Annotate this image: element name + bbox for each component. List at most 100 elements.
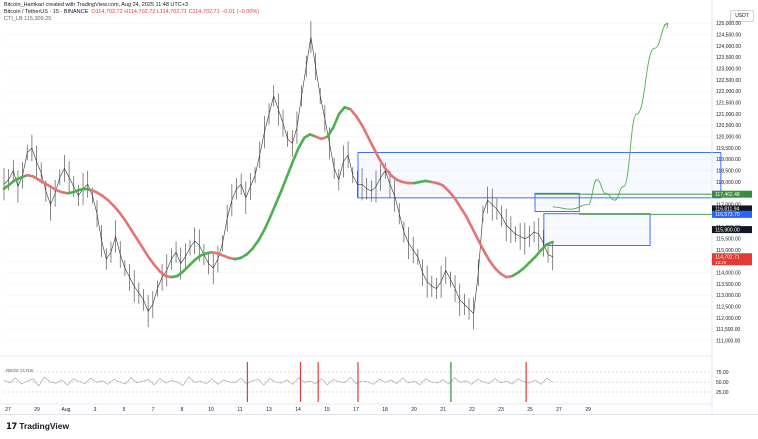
x-tick-label: 18 <box>382 407 388 413</box>
y-tick-label: 119,000.00 <box>716 157 741 163</box>
x-tick-label: 7 <box>152 407 155 413</box>
smooth-indicator <box>2 105 555 279</box>
y-tick-label: 115,000.00 <box>716 248 741 254</box>
indicator-segment <box>337 105 347 116</box>
indicator-segment <box>256 229 266 243</box>
horizontal-lines <box>535 193 712 215</box>
indicator-segment <box>331 112 341 129</box>
indicator-segment <box>372 146 381 161</box>
indicator-segment <box>147 255 156 267</box>
indicator-segment <box>355 114 364 127</box>
indicator-segment <box>482 248 491 262</box>
x-tick-label: Aug <box>62 407 71 413</box>
indicator-segment <box>534 248 543 259</box>
y-tick-label: 120,000.00 <box>716 134 741 140</box>
brand-label: TradingView <box>19 421 70 431</box>
y-tick-label: 122,000.00 <box>716 89 741 95</box>
author-line: Bitcoin_Hamkari created with TradingView… <box>4 2 188 8</box>
rsi-label: RB/20 14 RSI <box>6 368 34 373</box>
x-tick-label: 20 <box>411 407 417 413</box>
y-tick-label: 111,000.00 <box>716 338 741 344</box>
indicator-segment <box>274 189 283 206</box>
indicator-segment <box>458 205 468 218</box>
indicator-segment <box>360 124 370 138</box>
indicator-segment <box>112 204 121 214</box>
indicator-segment <box>487 258 497 270</box>
y-tick-label: 111,500.00 <box>716 327 741 333</box>
indicator-segment <box>123 219 133 231</box>
indicator-segment <box>447 189 456 200</box>
y-tick-label: 112,000.00 <box>716 316 741 322</box>
currency-badge[interactable]: USDT <box>730 10 754 22</box>
price-tag-label: 115,900.00 <box>715 227 740 233</box>
price-series <box>3 20 554 330</box>
projection-path <box>552 22 669 210</box>
indicator-segment <box>441 184 451 193</box>
indicator-segment <box>291 146 300 163</box>
x-tick-label: 29 <box>34 407 40 413</box>
indicator-segment <box>349 108 358 118</box>
price-tag-label: 114,702.71 <box>715 255 740 261</box>
rsi-pane: RB/20 14 RSI 75.00 50.00 25.00 <box>0 355 729 402</box>
zone-box <box>534 192 580 212</box>
arrow-head-icon <box>663 22 669 29</box>
rsi-tick-label: 25.00 <box>716 390 729 396</box>
x-tick-label: 8 <box>181 407 184 413</box>
indicator-segment <box>187 258 196 268</box>
x-tick-label: 22 <box>469 407 475 413</box>
indicator-segment <box>383 167 393 177</box>
price-tag <box>712 210 752 218</box>
grid <box>4 23 712 341</box>
indicator-segment <box>326 126 335 138</box>
indicator-segment <box>141 246 150 259</box>
x-tick-label: 27 <box>556 407 562 413</box>
chart-header: Bitcoin_Hamkari created with TradingView… <box>4 2 259 23</box>
y-tick-label: 119,500.00 <box>716 146 741 152</box>
indicator-legend[interactable]: CTI_LB 115,309.25 <box>4 16 52 22</box>
x-tick-label: 17 <box>353 407 359 413</box>
indicator-segment <box>493 266 503 276</box>
indicator-segment <box>106 198 116 208</box>
y-tick-label: 113,500.00 <box>716 282 741 288</box>
indicator-segment <box>476 237 485 252</box>
indicator-segment <box>268 203 277 220</box>
zone-box <box>357 152 722 199</box>
symbol-title[interactable]: Bitcoin / TetherUS · 15 · BINANCE <box>4 9 89 15</box>
y-tick-label: 122,500.00 <box>716 78 741 84</box>
y-tick-label: 118,000.00 <box>716 180 741 186</box>
x-tick-label: 25 <box>527 407 533 413</box>
indicator-segment <box>135 237 144 250</box>
indicator-segment <box>522 261 531 270</box>
rsi-tick-label: 75.00 <box>716 370 729 376</box>
y-tick-label: 115,500.00 <box>716 236 741 242</box>
projection-line <box>552 22 668 210</box>
y-tick-label: 118,500.00 <box>716 168 741 174</box>
x-tick-label: 27 <box>5 407 11 413</box>
y-tick-label: 112,500.00 <box>716 304 741 310</box>
price-chart[interactable]: 111,000.00 111,500.00 112,000.00 112,500.00… <box>0 0 758 414</box>
y-tick-label: 121,000.00 <box>716 112 741 118</box>
y-tick-label: 120,500.00 <box>716 123 741 129</box>
x-tick-label: 13 <box>266 407 272 413</box>
x-tick-label: 5 <box>123 407 126 413</box>
x-tick-label: 23 <box>498 407 504 413</box>
x-tick-label: 3 <box>94 407 97 413</box>
price-line <box>3 36 553 315</box>
y-tick-label: 123,000.00 <box>716 66 741 72</box>
x-tick-label: 21 <box>440 407 446 413</box>
footer-bar <box>0 414 758 439</box>
price-tag <box>712 253 752 266</box>
indicator-segment <box>285 160 295 178</box>
rsi-line <box>3 376 553 387</box>
y-tick-label: 125,000.00 <box>716 21 741 27</box>
y-tick-label: 113,000.00 <box>716 293 741 299</box>
x-tick-label: 10 <box>208 407 214 413</box>
price-tag <box>712 226 752 234</box>
indicator-segment <box>152 263 162 273</box>
indicator-segment <box>378 158 387 170</box>
indicator-segment <box>528 255 537 264</box>
y-tick-label: 124,500.00 <box>716 32 741 38</box>
price-tag-label: 116,811.94 <box>715 207 740 213</box>
indicator-segment <box>470 226 479 240</box>
